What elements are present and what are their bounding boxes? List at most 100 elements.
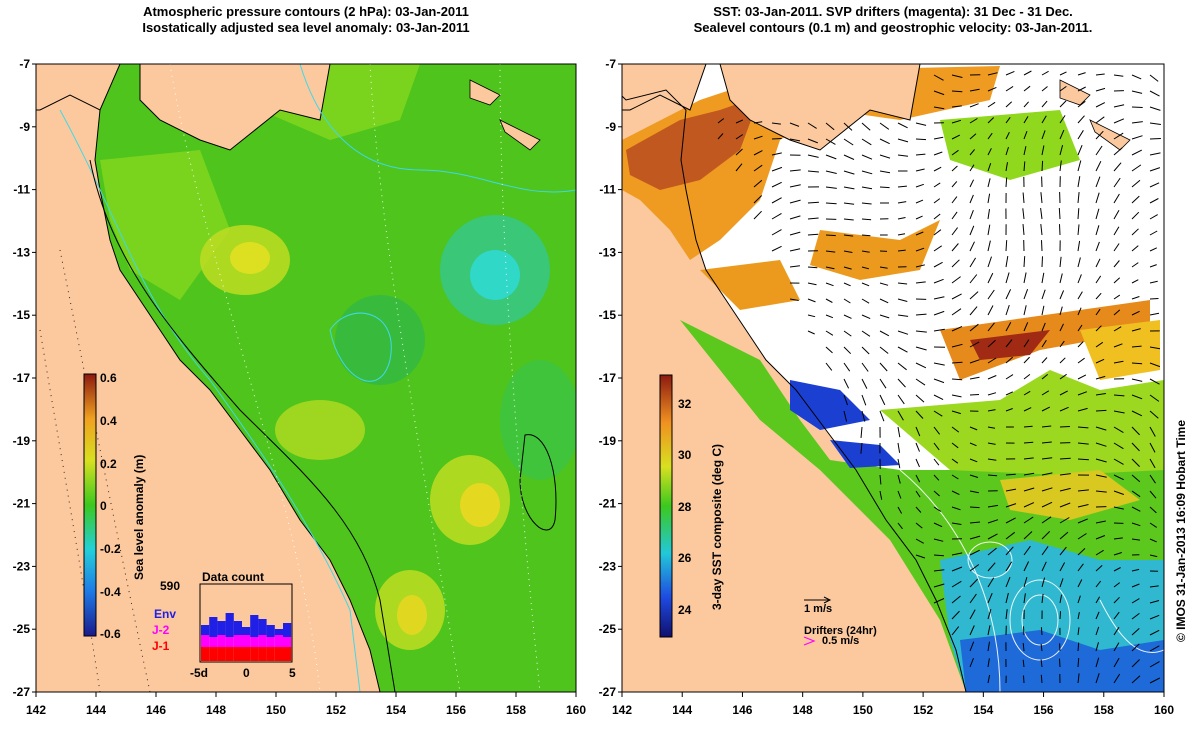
- sst-map: [622, 64, 1164, 692]
- velocity-arrow: [1149, 614, 1160, 620]
- velocity-arrow: [933, 310, 945, 316]
- velocity-arrow: [1077, 224, 1080, 236]
- left-lon-tick: 158: [506, 703, 526, 717]
- velocity-scale-arrowhead: [823, 596, 832, 604]
- velocity-arrow: [1113, 442, 1124, 450]
- velocity-arrow: [1023, 545, 1031, 556]
- velocity-arrow: [1023, 322, 1029, 332]
- velocity-arrow: [807, 217, 819, 220]
- velocity-arrow: [915, 168, 925, 172]
- velocity-arrow: [897, 490, 902, 499]
- right-lat-tick: -17: [599, 371, 617, 385]
- velocity-arrow: [825, 314, 834, 319]
- velocity-arrow: [1131, 179, 1141, 188]
- velocity-arrow: [735, 119, 744, 124]
- velocity-arrow: [933, 410, 943, 417]
- velocity-arrow: [879, 186, 890, 189]
- velocity-arrow: [1022, 659, 1025, 668]
- velocity-arrow: [951, 227, 958, 236]
- velocity-arrow: [1023, 487, 1035, 492]
- velocity-arrow: [933, 490, 940, 497]
- velocity-arrow: [1113, 490, 1124, 495]
- velocity-arrow: [969, 194, 974, 204]
- velocity-arrow: [1131, 310, 1140, 316]
- velocity-arrow: [969, 149, 975, 156]
- velocity-arrow: [987, 474, 998, 477]
- velocity-arrow: [1059, 406, 1069, 412]
- velocity-arrow: [789, 231, 801, 236]
- velocity-arrow: [1095, 393, 1106, 396]
- velocity-arrow: [951, 165, 958, 172]
- velocity-arrow: [1077, 612, 1080, 620]
- velocity-arrow: [933, 362, 945, 366]
- velocity-arrow: [1041, 374, 1049, 380]
- velocity-arrow: [1005, 391, 1014, 396]
- velocity-arrow: [879, 298, 889, 304]
- velocity-arrow: [1131, 490, 1141, 498]
- velocity-arrow: [933, 538, 944, 542]
- sst-tick-28: 28: [678, 500, 692, 514]
- velocity-arrow: [1095, 642, 1099, 652]
- left-lon-tick: 148: [206, 703, 226, 717]
- velocity-arrow: [1095, 358, 1105, 364]
- velocity-arrow: [1095, 375, 1106, 380]
- velocity-arrow: [1113, 506, 1124, 510]
- sla-tick-0: 0.6: [100, 371, 117, 385]
- velocity-arrow: [1059, 290, 1065, 300]
- velocity-arrow: [915, 506, 922, 513]
- velocity-arrow: [987, 163, 992, 172]
- velocity-arrow: [1059, 144, 1064, 156]
- velocity-arrow: [1005, 592, 1009, 604]
- velocity-arrow: [915, 490, 921, 498]
- velocity-arrow: [1095, 102, 1106, 108]
- velocity-arrow: [1005, 356, 1014, 364]
- data-count-bar-segment: [201, 635, 210, 647]
- velocity-arrow: [1040, 659, 1043, 668]
- data-count-bar-segment: [233, 647, 242, 661]
- velocity-arrow: [1040, 643, 1043, 652]
- velocity-arrow: [1131, 659, 1140, 668]
- velocity-arrow: [1041, 457, 1053, 460]
- right-lat-tick: -11: [599, 183, 616, 197]
- velocity-arrow: [1041, 561, 1047, 572]
- velocity-arrow: [1023, 374, 1031, 380]
- velocity-arrow: [1059, 71, 1067, 76]
- velocity-arrow: [1149, 410, 1159, 419]
- velocity-arrow: [1131, 262, 1139, 268]
- data-count-bar-segment: [266, 637, 275, 647]
- velocity-arrow: [987, 608, 992, 620]
- velocity-arrow: [987, 426, 996, 429]
- velocity-arrow: [1077, 426, 1089, 429]
- velocity-arrow: [1005, 531, 1016, 540]
- velocity-arrow: [1131, 74, 1142, 80]
- velocity-arrow: [807, 330, 815, 335]
- velocity-arrow: [1113, 410, 1125, 414]
- velocity-arrow: [1023, 390, 1031, 396]
- velocity-arrow: [1040, 224, 1043, 236]
- velocity-arrow: [1040, 674, 1043, 684]
- data-count-bar-segment: [250, 615, 259, 637]
- velocity-arrow: [933, 198, 941, 204]
- velocity-arrow: [1077, 374, 1087, 380]
- velocity-arrow: [969, 164, 975, 172]
- velocity-arrow: [1131, 121, 1143, 124]
- velocity-arrow: [1041, 240, 1043, 252]
- velocity-arrow: [1131, 628, 1140, 636]
- left-lon-tick: 156: [446, 703, 466, 717]
- velocity-arrow: [1059, 160, 1062, 172]
- velocity-arrow: [1113, 326, 1122, 332]
- sst-tick-24: 24: [678, 603, 692, 617]
- velocity-arrow: [951, 566, 963, 572]
- sst-colorbar: [659, 374, 673, 638]
- velocity-arrow: [1059, 426, 1070, 428]
- velocity-arrow: [735, 148, 743, 156]
- velocity-arrow: [1077, 595, 1081, 604]
- velocity-arrow: [1149, 247, 1158, 252]
- velocity-arrow: [1095, 160, 1102, 172]
- velocity-arrow: [1077, 192, 1080, 204]
- legend-env: Env: [154, 607, 176, 621]
- velocity-arrow: [1077, 115, 1085, 124]
- data-count-bar-segment: [258, 619, 267, 635]
- velocity-arrow: [861, 218, 872, 221]
- velocity-arrow: [1095, 145, 1103, 156]
